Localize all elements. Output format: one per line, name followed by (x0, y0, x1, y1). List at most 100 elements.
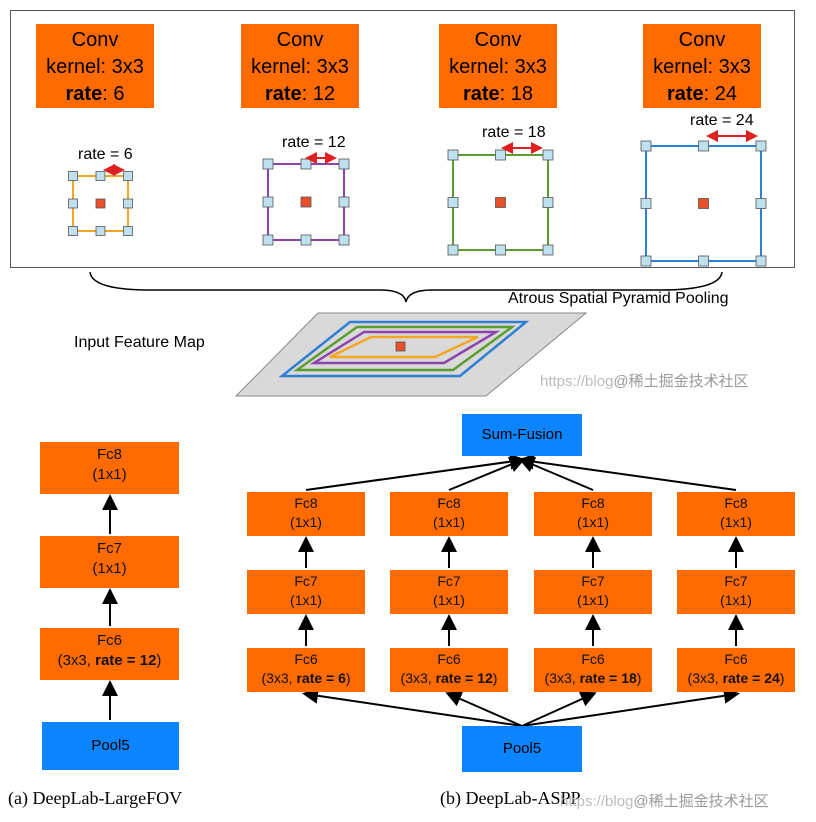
aspp-fc8-3: Fc8 (1x1) (534, 492, 652, 536)
kernel-sample-2 (262, 234, 274, 246)
kernel-sample-2 (338, 234, 350, 246)
feature-ring-4 (329, 335, 479, 359)
arrow-pool-fc6-4 (521, 687, 740, 727)
kernel-sample-4 (640, 198, 652, 209)
conv-rate-value: : 12 (301, 83, 336, 105)
arrow-fc8-sum-2 (448, 457, 526, 491)
conv-rate-value: : 18 (499, 83, 534, 105)
aspp-fc7-2: Fc7 (1x1) (390, 570, 508, 614)
kernel-sample-4 (755, 140, 767, 152)
kernel-center-1 (95, 198, 106, 209)
kernel-sample-3 (447, 197, 459, 208)
conv-rate-value: : 6 (102, 83, 125, 105)
kernel-sample-1 (68, 171, 78, 181)
kernel-sample-3 (447, 149, 459, 161)
largefov-fc8: Fc8 (1x1) (40, 442, 179, 494)
kernel-sample-3 (542, 197, 554, 208)
caption-aspp: (b) DeepLab-ASPP (440, 788, 581, 808)
feature-ring-2 (293, 325, 516, 372)
arrow-fc8-sum-1 (305, 453, 526, 491)
arrow-fc8-sum-4 (518, 453, 737, 491)
conv-kernel: kernel: 3x3 (251, 56, 349, 78)
arrow-pool-fc6-1 (302, 687, 523, 727)
feature-map-plane (234, 312, 588, 397)
conv-kernel: kernel: 3x3 (449, 56, 547, 78)
caption-largefov: (a) DeepLab-LargeFOV (8, 788, 183, 808)
kernel-sample-4 (640, 255, 652, 267)
conv-rate-value: : 24 (703, 83, 738, 105)
conv-rate-word: rate (462, 83, 500, 105)
largefov-fc6: Fc6 (3x3, rate = 12) (40, 628, 179, 680)
kernel-center-4 (698, 198, 709, 209)
conv-title: Conv (71, 29, 119, 51)
rate-label-18: rate = 18 (482, 124, 546, 141)
kernel-sample-4 (755, 255, 767, 267)
conv-box-rate-18: Conv kernel: 3x3 rate: 18 (439, 24, 557, 108)
conv-rate-word: rate (264, 83, 302, 105)
kernel-sample-2 (338, 196, 350, 208)
rate-label-12: rate = 12 (282, 134, 346, 151)
conv-box-rate-24: Conv kernel: 3x3 rate: 24 (643, 24, 761, 108)
conv-title: Conv (474, 29, 522, 51)
kernel-sample-1 (123, 171, 133, 181)
kernel-sample-2 (262, 158, 274, 170)
aspp-fc8-1: Fc8 (1x1) (247, 492, 365, 536)
kernel-sample-3 (447, 244, 459, 256)
aspp-pool5: Pool5 (462, 726, 582, 772)
fc7-name: Fc7 (96, 540, 122, 557)
aspp-fc8-2: Fc8 (1x1) (390, 492, 508, 536)
brace (89, 271, 723, 303)
kernel-sample-2 (300, 234, 312, 246)
kernel-sample-3 (542, 244, 554, 256)
kernel-sample-4 (640, 140, 652, 152)
watermark: https://blog@稀土掘金技术社区 (560, 793, 769, 810)
conv-title: Conv (678, 29, 726, 51)
fc8-name: Fc8 (96, 446, 122, 463)
kernel-sample-2 (338, 158, 350, 170)
rate-label-24: rate = 24 (690, 112, 754, 129)
feature-center (395, 341, 406, 352)
aspp-fc7-1: Fc7 (1x1) (247, 570, 365, 614)
feature-ring-3 (309, 330, 501, 365)
fc7-sub: (1x1) (92, 560, 127, 577)
conv-title: Conv (276, 29, 324, 51)
watermark: https://blog@稀土掘金技术社区 (540, 373, 749, 390)
kernel-sample-1 (95, 226, 106, 236)
aspp-title: Atrous Spatial Pyramid Pooling (508, 290, 729, 307)
kernel-sample-4 (698, 140, 709, 152)
kernel-sample-4 (755, 198, 767, 209)
conv-box-rate-6: Conv kernel: 3x3 rate: 6 (36, 24, 154, 108)
conv-rate-word: rate (666, 83, 704, 105)
fc6-name: Fc6 (96, 632, 122, 649)
largefov-fc7: Fc7 (1x1) (40, 536, 179, 588)
aspp-fc7-4: Fc7 (1x1) (677, 570, 795, 614)
input-feature-map-label: Input Feature Map (74, 334, 205, 351)
fc8-sub: (1x1) (92, 466, 127, 483)
kernel-sample-3 (542, 149, 554, 161)
kernel-sample-2 (262, 196, 274, 208)
conv-kernel: kernel: 3x3 (653, 56, 751, 78)
aspp-fc6-2: Fc6 (3x3, rate = 12) (390, 648, 508, 692)
sum-fusion-box: Sum-Fusion (462, 414, 582, 456)
largefov-pool5: Pool5 (42, 722, 179, 770)
feature-ring-1 (278, 320, 530, 378)
aspp-fc6-4: Fc6 (3x3, rate = 24) (677, 648, 795, 692)
conv-box-rate-12: Conv kernel: 3x3 rate: 12 (241, 24, 359, 108)
rate-label-6: rate = 6 (78, 146, 133, 163)
kernel-sample-1 (123, 226, 133, 236)
kernel-sample-1 (68, 198, 78, 209)
conv-rate-word: rate (65, 83, 103, 105)
kernel-sample-4 (698, 255, 709, 267)
kernel-sample-1 (68, 226, 78, 236)
aspp-fc6-3: Fc6 (3x3, rate = 18) (534, 648, 652, 692)
kernel-sample-3 (495, 244, 506, 256)
arrow-pool-fc6-2 (445, 691, 523, 727)
aspp-fc7-3: Fc7 (1x1) (534, 570, 652, 614)
kernel-sample-3 (495, 149, 506, 161)
kernel-center-2 (300, 196, 312, 208)
aspp-fc6-1: Fc6 (3x3, rate = 6) (247, 648, 365, 692)
aspp-panel (10, 10, 795, 268)
kernel-sample-1 (123, 198, 133, 209)
aspp-fc8-4: Fc8 (1x1) (677, 492, 795, 536)
